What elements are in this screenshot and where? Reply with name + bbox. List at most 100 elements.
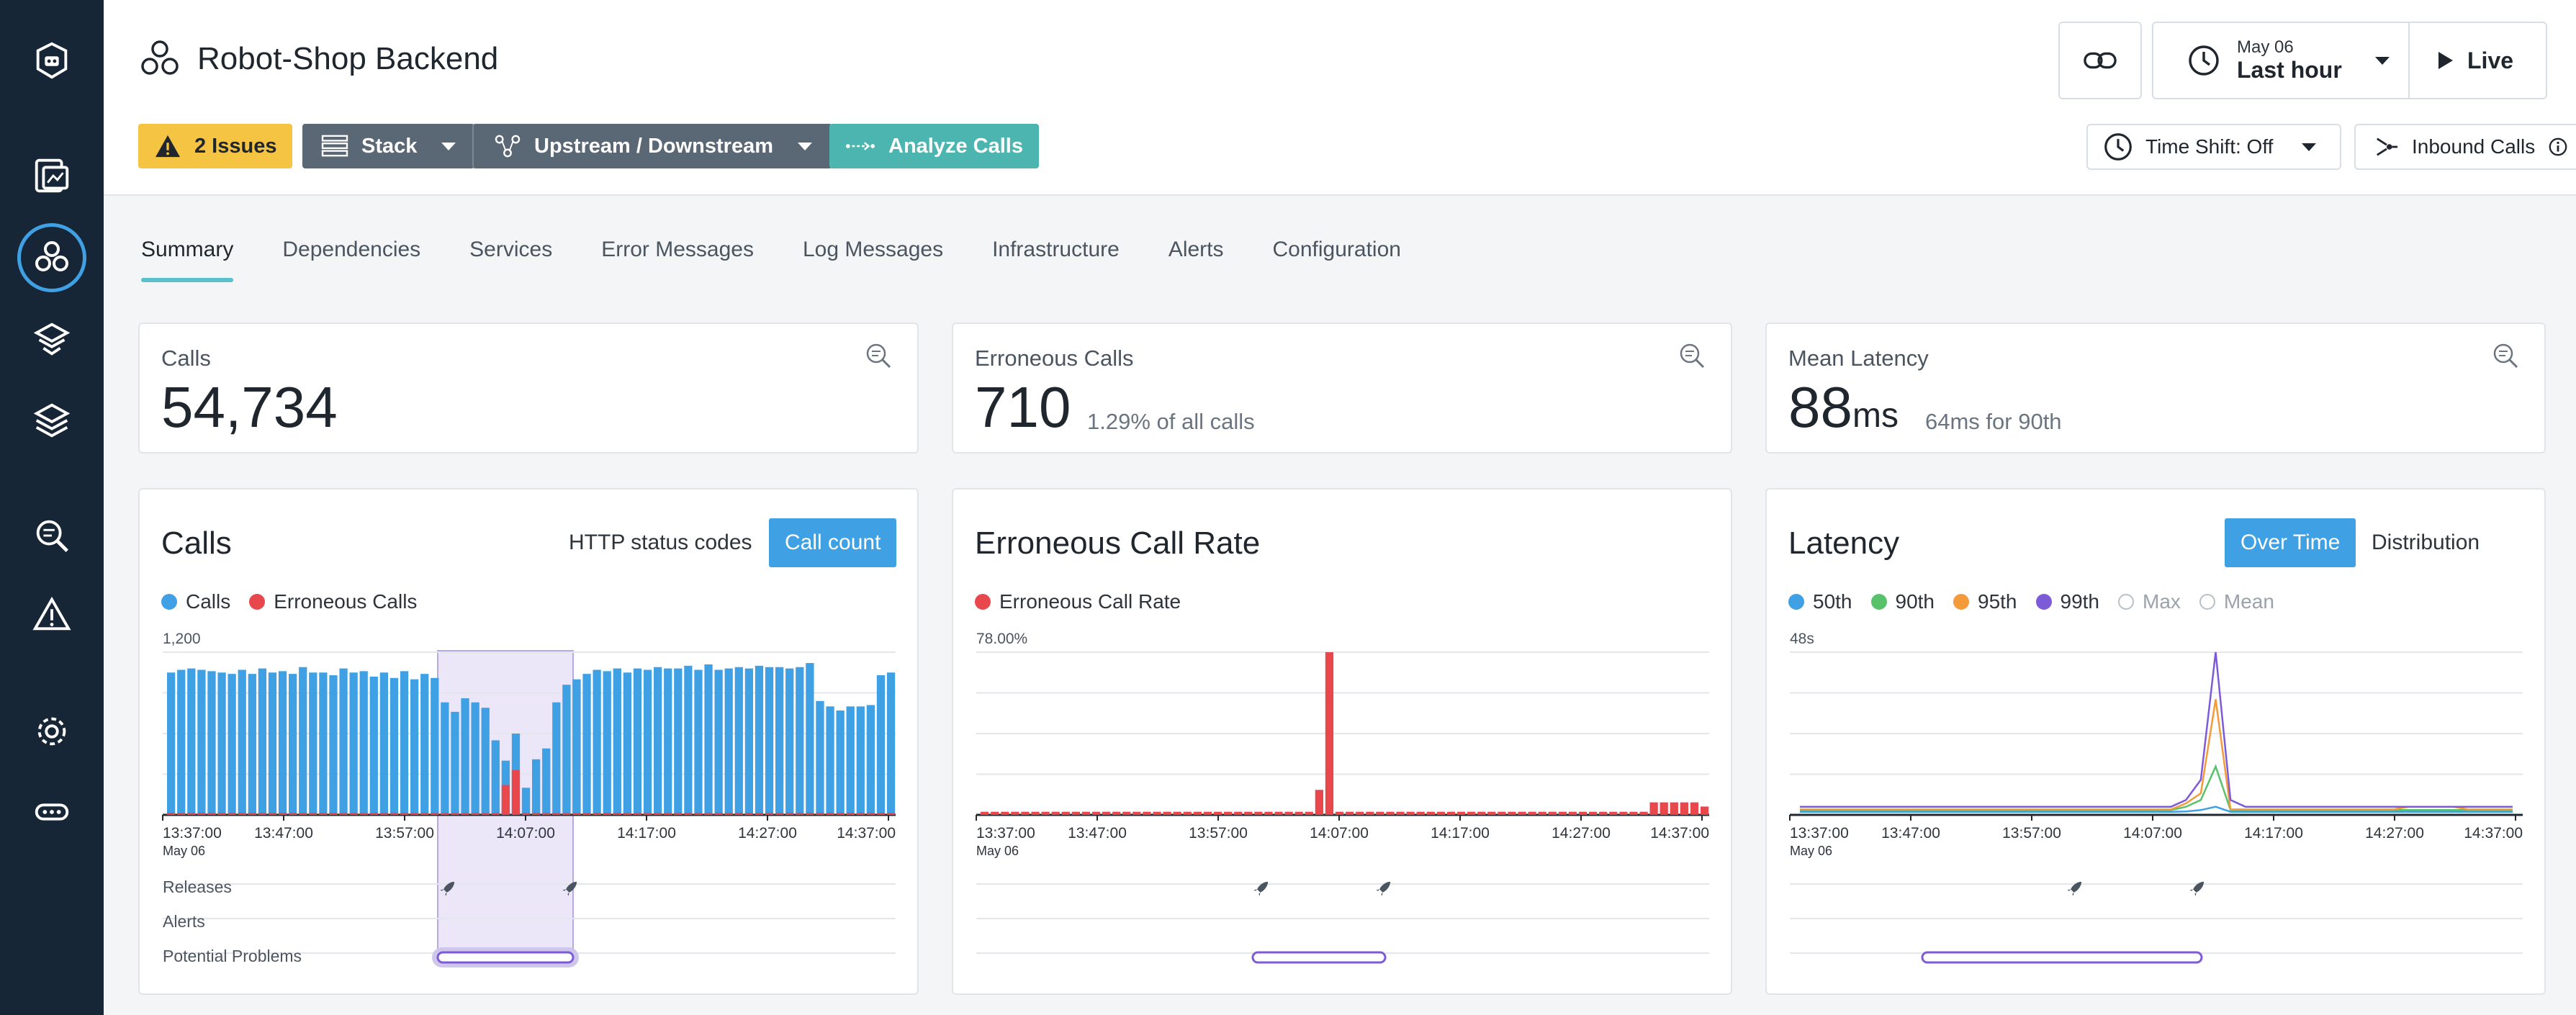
bar — [1203, 811, 1212, 815]
upstream-downstream-dropdown[interactable]: Upstream / Downstream — [472, 124, 832, 168]
bar — [451, 711, 459, 815]
more-icon[interactable] — [29, 789, 75, 835]
legend-99th[interactable]: 99th — [2035, 590, 2099, 613]
copy-link-button[interactable] — [2058, 22, 2142, 99]
bar — [866, 705, 875, 815]
legend-50th[interactable]: 50th — [1788, 590, 1852, 613]
tab-configuration[interactable]: Configuration — [1272, 238, 1401, 261]
settings-gear-icon[interactable] — [29, 708, 75, 754]
error-bar — [207, 813, 216, 815]
bar — [562, 685, 571, 815]
x-tick-label: 13:47:00 — [1068, 825, 1127, 842]
tab-alerts[interactable]: Alerts — [1168, 238, 1224, 261]
dashboards-icon[interactable] — [29, 153, 75, 199]
error-bar — [866, 813, 875, 815]
series-line-99th — [1800, 651, 2513, 808]
bar — [1498, 811, 1506, 815]
over-time-toggle[interactable]: Over Time — [2225, 518, 2356, 567]
info-icon[interactable] — [2548, 137, 2568, 157]
bar — [1335, 811, 1344, 815]
error-bar — [613, 813, 621, 815]
release-rocket-icon[interactable] — [1253, 879, 1271, 896]
warning-icon — [156, 135, 180, 158]
bar — [217, 672, 226, 815]
time-shift-dropdown[interactable]: Time Shift: Off — [2086, 124, 2341, 170]
x-tick-label: 13:57:00 — [375, 825, 434, 842]
tab-infrastructure[interactable]: Infrastructure — [992, 238, 1120, 261]
bar — [1629, 811, 1638, 815]
release-rocket-icon[interactable] — [562, 879, 580, 896]
http-status-codes-toggle[interactable]: HTTP status codes — [569, 531, 752, 554]
bar — [1102, 811, 1111, 815]
erroneous-call-rate-chart[interactable]: 78.00% 13:37:00 13:47:00 13:57:00 14:07:00 14… — [953, 490, 1734, 996]
legend-label: 90th — [1895, 590, 1935, 613]
release-rocket-icon[interactable] — [1376, 879, 1393, 896]
tab-error-messages[interactable]: Error Messages — [601, 238, 754, 261]
issues-button[interactable]: 2 Issues — [138, 124, 293, 168]
legend-mean[interactable]: Mean — [2199, 590, 2274, 613]
error-bar — [542, 813, 551, 815]
error-bar — [724, 813, 733, 815]
bar — [856, 706, 865, 815]
legend-erroneous-calls[interactable]: Erroneous Calls — [249, 590, 417, 613]
bar — [359, 671, 368, 815]
live-button[interactable]: Live — [2408, 22, 2547, 99]
legend-max[interactable]: Max — [2118, 590, 2181, 613]
bar — [582, 674, 591, 815]
bar — [1091, 811, 1101, 815]
latency-chart[interactable]: 48s 13:37:00 13:47:00 13:57:00 14:07:00 14:17… — [1767, 490, 2547, 996]
tab-summary[interactable]: Summary — [141, 238, 234, 282]
legend-dot — [2035, 594, 2052, 610]
tab-dependencies[interactable]: Dependencies — [282, 238, 421, 261]
error-bar — [420, 813, 429, 815]
legend-calls[interactable]: Calls — [161, 590, 230, 613]
series-line-90th — [1800, 764, 2513, 811]
bar — [1346, 811, 1354, 815]
bar — [684, 665, 693, 815]
metric-value: 88ms — [1788, 379, 1899, 436]
call-count-toggle[interactable]: Call count — [769, 518, 897, 567]
x-tick-label: 14:17:00 — [617, 825, 676, 842]
legend-label: Max — [2143, 590, 2181, 613]
legend-95th[interactable]: 95th — [1953, 590, 2017, 613]
bar — [603, 671, 611, 815]
analyze-calls-button[interactable]: Analyze Calls — [829, 124, 1039, 168]
tab-log-messages[interactable]: Log Messages — [802, 238, 944, 261]
bar — [886, 672, 896, 815]
zoom-icon[interactable] — [1677, 341, 1706, 370]
zoom-icon[interactable] — [864, 341, 893, 370]
events-warning-icon[interactable] — [29, 592, 75, 638]
chevron-down-icon — [441, 142, 456, 150]
release-rocket-icon[interactable] — [440, 879, 457, 896]
x-tick-label: 14:17:00 — [2244, 825, 2303, 842]
legend-90th[interactable]: 90th — [1870, 590, 1935, 613]
bar — [593, 669, 601, 815]
x-tick-label: 14:07:00 — [1310, 825, 1369, 842]
error-bar — [471, 813, 479, 815]
applications-icon[interactable] — [17, 223, 86, 292]
bar — [268, 672, 277, 815]
infrastructure-icon[interactable] — [29, 397, 75, 443]
bar — [1132, 811, 1141, 815]
legend-erroneous-call-rate[interactable]: Erroneous Call Rate — [975, 590, 1181, 613]
error-bar — [806, 813, 814, 815]
metric-label: Mean Latency — [1788, 346, 1929, 371]
stack-dropdown[interactable]: Stack — [302, 124, 475, 168]
release-rocket-icon[interactable] — [2189, 879, 2207, 896]
analytics-search-icon[interactable] — [29, 513, 75, 559]
date-label: May 06 — [2237, 37, 2294, 58]
bar — [1700, 806, 1709, 815]
inbound-calls-dropdown[interactable]: Inbound Calls — [2354, 124, 2576, 170]
websites-icon[interactable] — [29, 317, 75, 363]
error-bar — [268, 813, 277, 815]
calls-chart[interactable]: 1,200 13:37:00 13:47:00 13:57:00 14:07:00 14:… — [140, 490, 920, 996]
distribution-toggle[interactable]: Distribution — [2372, 531, 2480, 554]
bar — [431, 677, 439, 815]
tab-services[interactable]: Services — [469, 238, 553, 261]
time-range-picker[interactable]: May 06 Last hour — [2152, 22, 2410, 99]
instana-logo-icon[interactable] — [29, 37, 75, 84]
bar — [1143, 811, 1151, 815]
release-rocket-icon[interactable] — [2067, 879, 2084, 896]
error-bar — [816, 813, 824, 815]
zoom-icon[interactable] — [2491, 341, 2520, 370]
